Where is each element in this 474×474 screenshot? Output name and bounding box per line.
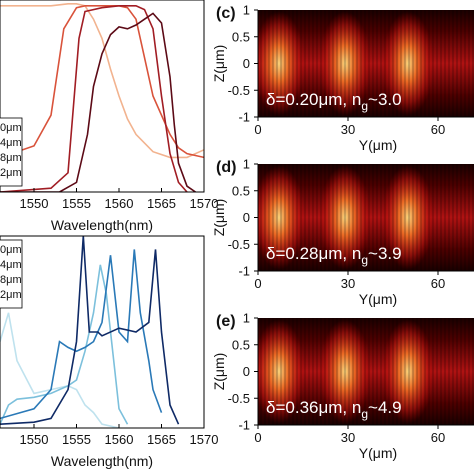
- y-tick-label: -1: [238, 110, 250, 125]
- field-fringes: [258, 318, 474, 425]
- spectrum-line: [0, 312, 120, 428]
- bottom-legend: 0μm 4μm 8μm 2μm: [0, 239, 23, 309]
- x-tick-label: 60: [431, 430, 445, 445]
- field-panel-e: 1 0.5 0 -0.5 -1 0 30 60 Y(μm) Z(μm) (e) δ=0.36μm, n…: [211, 311, 474, 461]
- bottom-legend-entry: 8μm: [0, 274, 22, 286]
- y-tick-label: 1: [243, 311, 250, 326]
- spectrum-line: [0, 264, 129, 425]
- top-x-axis-ticks: 1550 1555 1560 1565 1570: [20, 188, 219, 211]
- transmission-spectrum-bottom-panel: 1550 1555 1560 1565 1570 Wavelength(nm) 0μm …: [0, 235, 219, 469]
- top-x-axis-label: Wavelength(nm): [51, 217, 153, 233]
- spectrum-line: [0, 236, 180, 425]
- top-legend-entry: 8μm: [0, 152, 22, 164]
- field-panel-d: 1 0.5 0 -0.5 -1 0 30 60 Y(μm) Z(μm) (d) δ=0.28μm, n…: [211, 157, 474, 307]
- x-tick-label: 60: [431, 122, 445, 137]
- field-fringes: [258, 10, 474, 117]
- x-axis-label: Y(μm): [359, 291, 397, 307]
- y-tick-label: 0: [243, 210, 250, 225]
- top-legend: 0μm 4μm 8μm 2μm: [0, 117, 23, 187]
- x-tick-label: 30: [341, 122, 355, 137]
- x-axis-label: Y(μm): [359, 445, 397, 461]
- y-tick-label: 0.5: [232, 337, 250, 352]
- panel-label: (c): [216, 5, 236, 22]
- bottom-legend-entry: 4μm: [0, 259, 22, 271]
- x-tick-label: 1555: [62, 196, 91, 211]
- y-tick-label: -1: [238, 418, 250, 433]
- x-tick-label: 1555: [62, 432, 91, 447]
- x-tick-label: 0: [254, 122, 261, 137]
- bottom-plot-frame: [0, 235, 205, 429]
- bottom-legend-entry: 0μm: [0, 244, 22, 256]
- x-tick-label: 1550: [20, 196, 49, 211]
- x-tick-label: 1560: [105, 196, 134, 211]
- x-tick-label: 1550: [20, 432, 49, 447]
- top-legend-entry: 2μm: [0, 167, 22, 179]
- top-plot-frame: [0, 0, 205, 193]
- y-tick-label: 1: [243, 3, 250, 18]
- panel-annotation: δ=0.28μm, ng~3.9: [266, 244, 402, 267]
- x-axis-label: Y(μm): [359, 137, 397, 153]
- x-tick-label: 0: [254, 276, 261, 291]
- panel-annotation: δ=0.36μm, ng~4.9: [266, 398, 402, 421]
- spectrum-line: [0, 3, 204, 159]
- x-tick-label: 1560: [105, 432, 134, 447]
- x-tick-label: 1570: [190, 196, 219, 211]
- field-panel-c: 1 0.5 0 -0.5 -1 0 30 60 Y(μm) Z(μm) (c) δ=0.20μm, n…: [211, 3, 474, 153]
- y-tick-label: -0.5: [228, 83, 250, 98]
- bottom-legend-entry: 2μm: [0, 289, 22, 301]
- x-tick-label: 30: [341, 276, 355, 291]
- field-fringes: [258, 164, 474, 271]
- panel-annotation: δ=0.20μm, ng~3.0: [266, 90, 402, 113]
- panel-label: (d): [216, 159, 236, 176]
- y-tick-label: 0.5: [232, 29, 250, 44]
- x-tick-label: 30: [341, 430, 355, 445]
- y-axis-label: Z(μm): [211, 199, 227, 237]
- bottom-spectrum-series: [0, 236, 180, 428]
- x-tick-label: 1570: [190, 432, 219, 447]
- transmission-spectrum-top-panel: 1550 1555 1560 1565 1570 Wavelength(nm) 0μm …: [0, 0, 218, 233]
- y-tick-label: 0.5: [232, 183, 250, 198]
- field-profile-panels: 1 0.5 0 -0.5 -1 0 30 60 Y(μm) Z(μm) (c) δ=0.20μm, n…: [211, 3, 474, 461]
- bottom-x-axis-label: Wavelength(nm): [51, 453, 153, 469]
- y-tick-label: -0.5: [228, 391, 250, 406]
- x-tick-label: 1565: [147, 196, 176, 211]
- y-axis-label: Z(μm): [211, 353, 227, 391]
- y-axis-label: Z(μm): [211, 45, 227, 83]
- spectrum-line: [0, 249, 163, 420]
- top-legend-entry: 4μm: [0, 137, 22, 149]
- x-tick-label: 60: [431, 276, 445, 291]
- x-tick-label: 0: [254, 430, 261, 445]
- spectrum-line: [0, 5, 188, 192]
- y-tick-label: -1: [238, 264, 250, 279]
- top-legend-entry: 0μm: [0, 122, 22, 134]
- y-tick-label: 0: [243, 56, 250, 71]
- y-tick-label: 1: [243, 157, 250, 172]
- y-tick-label: -0.5: [228, 237, 250, 252]
- bottom-x-axis-ticks: 1550 1555 1560 1565 1570: [20, 424, 219, 447]
- y-tick-label: 0: [243, 364, 250, 379]
- spectrum-line: [0, 12, 196, 192]
- x-tick-label: 1565: [147, 432, 176, 447]
- panel-label: (e): [216, 313, 236, 330]
- spectrum-line: [0, 5, 204, 159]
- top-spectrum-series: [0, 3, 204, 192]
